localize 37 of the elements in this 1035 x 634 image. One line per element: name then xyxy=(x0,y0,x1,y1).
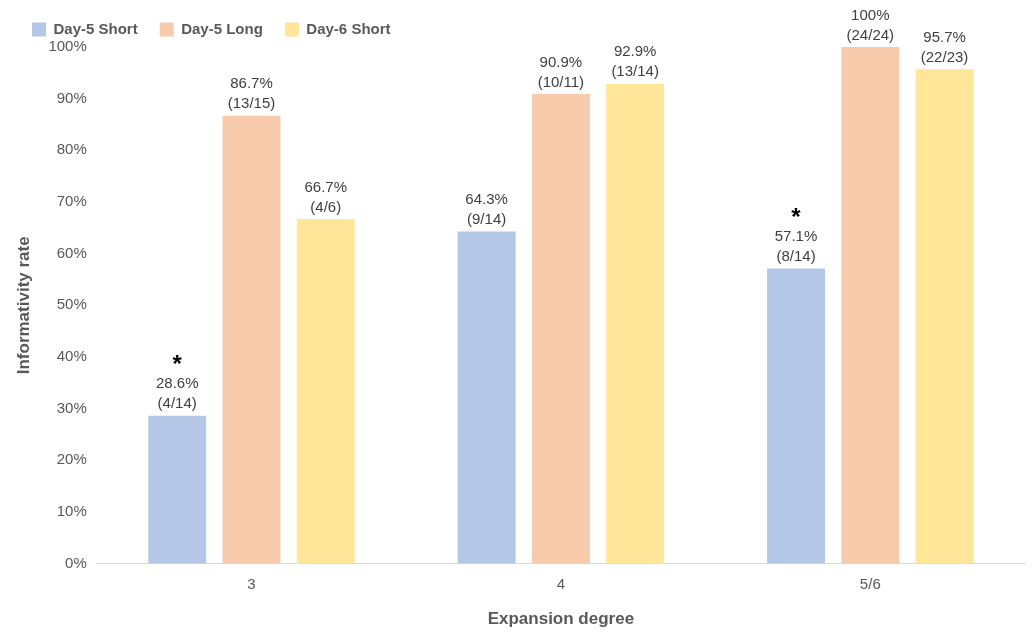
legend-label: Day-5 Short xyxy=(53,19,138,37)
y-tick-label: 100% xyxy=(48,37,87,55)
y-tick-label: 40% xyxy=(56,347,87,365)
data-label: 95.7% (22/23) xyxy=(920,27,969,65)
y-tick-label: 70% xyxy=(56,192,87,210)
y-tick-label: 0% xyxy=(65,553,87,571)
data-label: 86.7% (13/15) xyxy=(227,74,276,112)
y-axis-title: Informativity rate xyxy=(13,236,33,375)
y-tick-label: 20% xyxy=(56,450,87,468)
legend-label: Day-6 Short xyxy=(306,19,391,37)
y-tick-label: 30% xyxy=(56,398,87,416)
y-tick-label: 50% xyxy=(56,295,87,313)
data-label: 64.3% (9/14) xyxy=(465,190,508,228)
y-tick-label: 60% xyxy=(56,243,87,261)
bar xyxy=(222,115,281,564)
x-tick-label: 5/6 xyxy=(859,574,881,592)
data-label: 100% (24/24) xyxy=(846,5,895,43)
data-label: 90.9% (10/11) xyxy=(537,52,585,90)
bar xyxy=(606,83,665,564)
bar xyxy=(531,94,590,564)
data-label: * 28.6% (4/14) xyxy=(155,350,199,412)
data-label: 66.7% (4/6) xyxy=(304,177,347,215)
bar xyxy=(915,69,974,564)
y-tick-label: 80% xyxy=(56,140,87,158)
y-tick-label: 90% xyxy=(56,88,87,106)
x-tick-label: 4 xyxy=(556,574,566,592)
data-label: * 57.1% (8/14) xyxy=(774,203,818,265)
bar xyxy=(296,219,355,564)
bar xyxy=(457,231,516,564)
bar xyxy=(767,268,825,564)
bar xyxy=(148,415,207,564)
legend-label: Day-5 Long xyxy=(181,19,263,37)
bar xyxy=(841,47,900,564)
data-label: 92.9% (13/14) xyxy=(611,42,659,80)
x-axis-title: Expansion degree xyxy=(487,609,635,629)
x-tick-label: 3 xyxy=(247,574,256,592)
y-tick-label: 10% xyxy=(56,502,87,520)
